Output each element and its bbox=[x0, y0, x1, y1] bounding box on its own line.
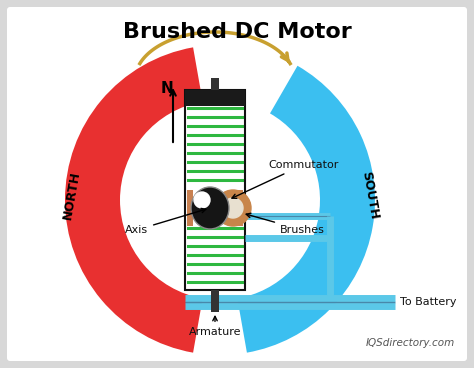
Text: Brushes: Brushes bbox=[246, 213, 325, 235]
Bar bbox=[187, 190, 193, 226]
Text: To Battery: To Battery bbox=[400, 297, 456, 307]
Wedge shape bbox=[65, 47, 203, 353]
Bar bbox=[211, 290, 219, 312]
Bar bbox=[211, 78, 219, 90]
FancyBboxPatch shape bbox=[7, 7, 467, 361]
Text: Brushed DC Motor: Brushed DC Motor bbox=[123, 22, 351, 42]
Ellipse shape bbox=[191, 187, 229, 229]
Bar bbox=[237, 190, 243, 226]
Text: Axis: Axis bbox=[125, 208, 206, 235]
Text: N: N bbox=[161, 81, 174, 96]
Text: Commutator: Commutator bbox=[232, 160, 338, 198]
Bar bbox=[185, 90, 245, 106]
Text: SOUTH: SOUTH bbox=[359, 170, 381, 220]
Text: IQSdirectory.com: IQSdirectory.com bbox=[366, 338, 455, 348]
Wedge shape bbox=[237, 66, 375, 353]
Circle shape bbox=[223, 198, 243, 218]
Text: Armature: Armature bbox=[189, 316, 241, 337]
Circle shape bbox=[215, 190, 251, 226]
Text: NORTH: NORTH bbox=[61, 170, 82, 220]
Circle shape bbox=[194, 192, 210, 208]
Bar bbox=[185, 90, 245, 290]
